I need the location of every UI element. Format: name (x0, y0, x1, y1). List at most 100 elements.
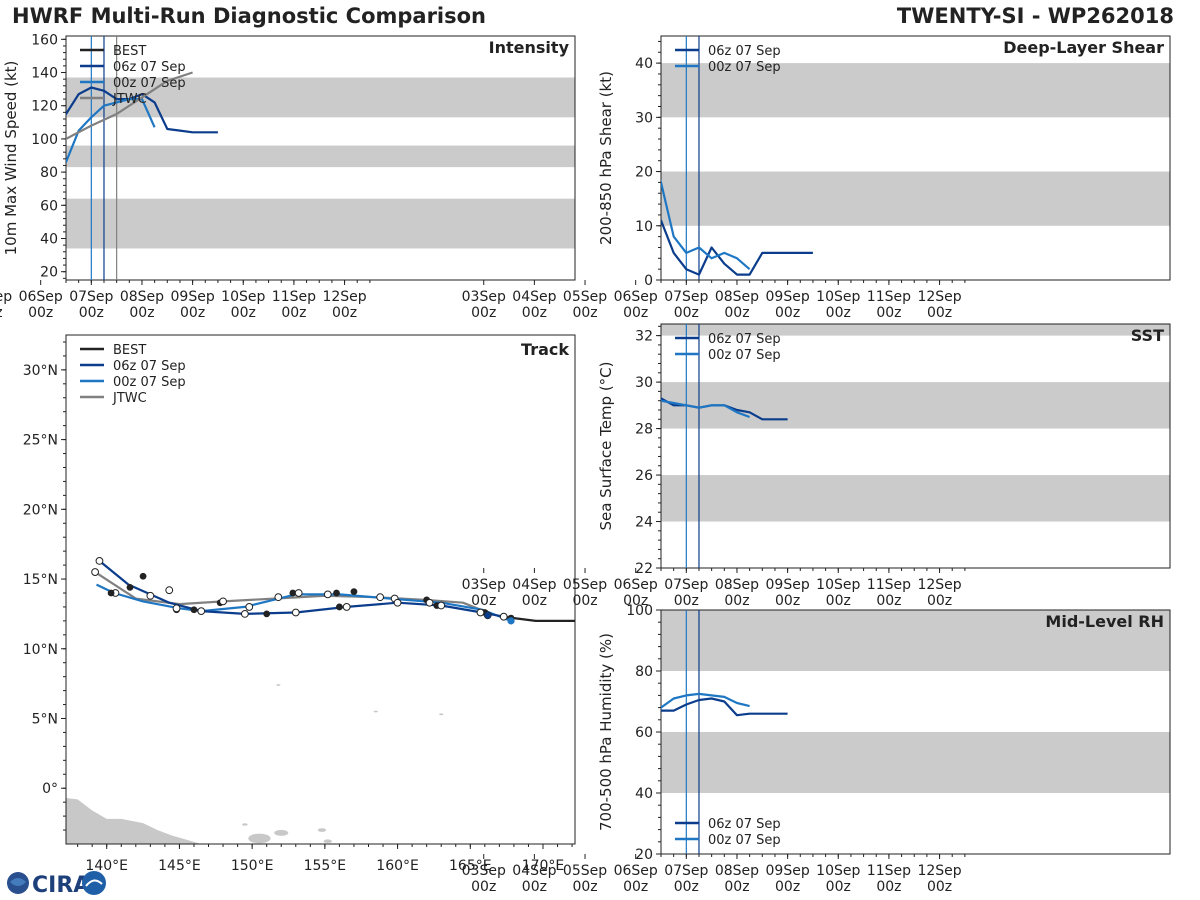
series-start-marker (480, 390, 487, 397)
x-tick-label-date: 09Sep (766, 577, 810, 593)
track-panel: 140°E 145°E 150°E 155°E 160°E 165°E 170°E 0° 5°N… (23, 334, 576, 874)
x-tick-label-date: 07Sep (664, 289, 708, 305)
shaded-band (66, 198, 575, 249)
x-tick-label-date: 10Sep (816, 289, 860, 305)
shaded-band (661, 610, 1170, 671)
x-tick-label-hour: 00z (826, 879, 851, 895)
track-marker-12z (245, 603, 254, 611)
x-tick-label-date: 10Sep (816, 577, 860, 593)
x-tick-label-hour: 00z (522, 305, 547, 321)
x-tick-label-hour: 00z (180, 305, 205, 321)
y-tick-label: 0 (644, 273, 653, 289)
shaded-band (66, 77, 575, 118)
y-tick-label: 5°N (32, 711, 58, 727)
track-marker-12z (499, 612, 508, 621)
x-tick-label-date: 08Sep (120, 289, 164, 305)
y-tick-label: 20 (635, 165, 653, 181)
panel-title: Intensity (489, 38, 570, 57)
island (439, 713, 444, 716)
x-tick-label-hour: 00z (927, 305, 952, 321)
y-axis-label: 700-500 hPa Humidity (%) (597, 633, 615, 831)
y-tick-label: 28 (635, 422, 653, 438)
y-tick-label: 15°N (23, 572, 58, 588)
x-tick-label-date: 11Sep (867, 577, 911, 593)
panel-title: Mid-Level RH (1045, 612, 1164, 631)
legend-label: 00z 07 Sep (708, 348, 781, 363)
x-tick-label-hour: 00z (231, 305, 256, 321)
x-tick-label-date: 05Sep (563, 289, 607, 305)
figure-title: HWRF Multi-Run Diagnostic Comparison (12, 4, 487, 28)
y-tick-label: 30 (635, 375, 653, 391)
series-group (66, 71, 218, 164)
sst-panel: 22242628303203Sep00z04Sep00z05Sep00z06Se… (462, 323, 1171, 609)
shear-panel: 01020304003Sep00z04Sep00z05Sep00z06Sep00… (462, 35, 1171, 321)
legend-label: 00z 07 Sep (113, 375, 186, 390)
x-tick-label-hour: 00z (724, 305, 749, 321)
track-marker-12z (219, 597, 227, 606)
y-tick-label: 20 (40, 265, 58, 281)
x-tick-label-date: 06Sep (614, 289, 658, 305)
y-tick-label: 25°N (23, 433, 58, 449)
storm-id-title: TWENTY-SI - WP262018 (896, 4, 1174, 28)
series-line-run06 (66, 86, 218, 134)
x-tick-label-hour: 00z (28, 305, 53, 321)
y-tick-label: 20 (635, 847, 653, 863)
shaded-band (661, 171, 1170, 226)
y-tick-label: 40 (635, 56, 653, 72)
series-line-run06 (661, 397, 788, 421)
x-tick-label-hour: 00z (522, 879, 547, 895)
y-axis-label: 200-850 hPa Shear (kt) (597, 71, 615, 245)
island (323, 839, 332, 844)
island (317, 828, 327, 832)
new-guinea-land (66, 798, 202, 844)
x-tick-label-date: 07Sep (664, 577, 708, 593)
plot-frame (660, 35, 1171, 281)
island (276, 684, 281, 686)
y-tick-label: 60 (635, 725, 653, 741)
x-tick-label-date: 03Sep (462, 289, 506, 305)
x-tick-label-date: 09Sep (766, 289, 810, 305)
x-tick-label-date: 11Sep (867, 289, 911, 305)
x-tick-label: 145°E (158, 858, 201, 874)
x-tick-label-hour: 00z (724, 593, 749, 609)
y-tick-label: 30 (635, 110, 653, 126)
x-tick-label-date: 11Sep (272, 289, 316, 305)
x-tick-label-hour: 00z (876, 593, 901, 609)
legend-label: 06z 07 Sep (113, 359, 186, 374)
series-line-run06 (661, 697, 788, 717)
x-tick-label-hour: 00z (471, 305, 496, 321)
x-tick-label-date: 05Sep (0, 289, 12, 305)
y-tick-label: 100 (626, 603, 653, 619)
x-tick-label-date: 12Sep (917, 289, 961, 305)
x-tick-label-date: 06Sep (614, 577, 658, 593)
track-marker-12z (342, 603, 351, 611)
x-tick-label-hour: 00z (775, 593, 800, 609)
cira-logo: CIRA (7, 871, 106, 898)
track-line-jtwc (94, 571, 489, 614)
series-line-run00 (661, 692, 750, 709)
track-marker-12z (323, 590, 332, 599)
track-marker-12z (95, 557, 104, 565)
x-tick-label-hour: 00z (724, 879, 749, 895)
legend-label: JTWC (112, 92, 147, 107)
y-tick-label: 22 (635, 561, 653, 577)
x-tick-label-date: 04Sep (512, 289, 556, 305)
series-start-marker (493, 672, 500, 679)
shaded-band (661, 324, 1170, 336)
plot-frame (65, 334, 576, 845)
shaded-band (66, 145, 575, 168)
track-line-run00 (96, 583, 512, 622)
x-tick-label-date: 12Sep (917, 577, 961, 593)
x-tick-label-hour: 00z (281, 305, 306, 321)
track-marker-00z (107, 589, 115, 597)
shaded-band (661, 63, 1170, 118)
y-tick-label: 100 (31, 132, 58, 148)
plot-frame (65, 35, 576, 281)
y-tick-label: 20°N (23, 502, 58, 518)
x-tick-label-hour: 00z (471, 593, 496, 609)
track-marker-00z (289, 589, 297, 597)
x-tick-label-date: 09Sep (766, 863, 810, 879)
track-marker-00z (350, 588, 358, 595)
current-position-marker (484, 612, 491, 619)
x-tick-label-hour: 00z (332, 305, 357, 321)
